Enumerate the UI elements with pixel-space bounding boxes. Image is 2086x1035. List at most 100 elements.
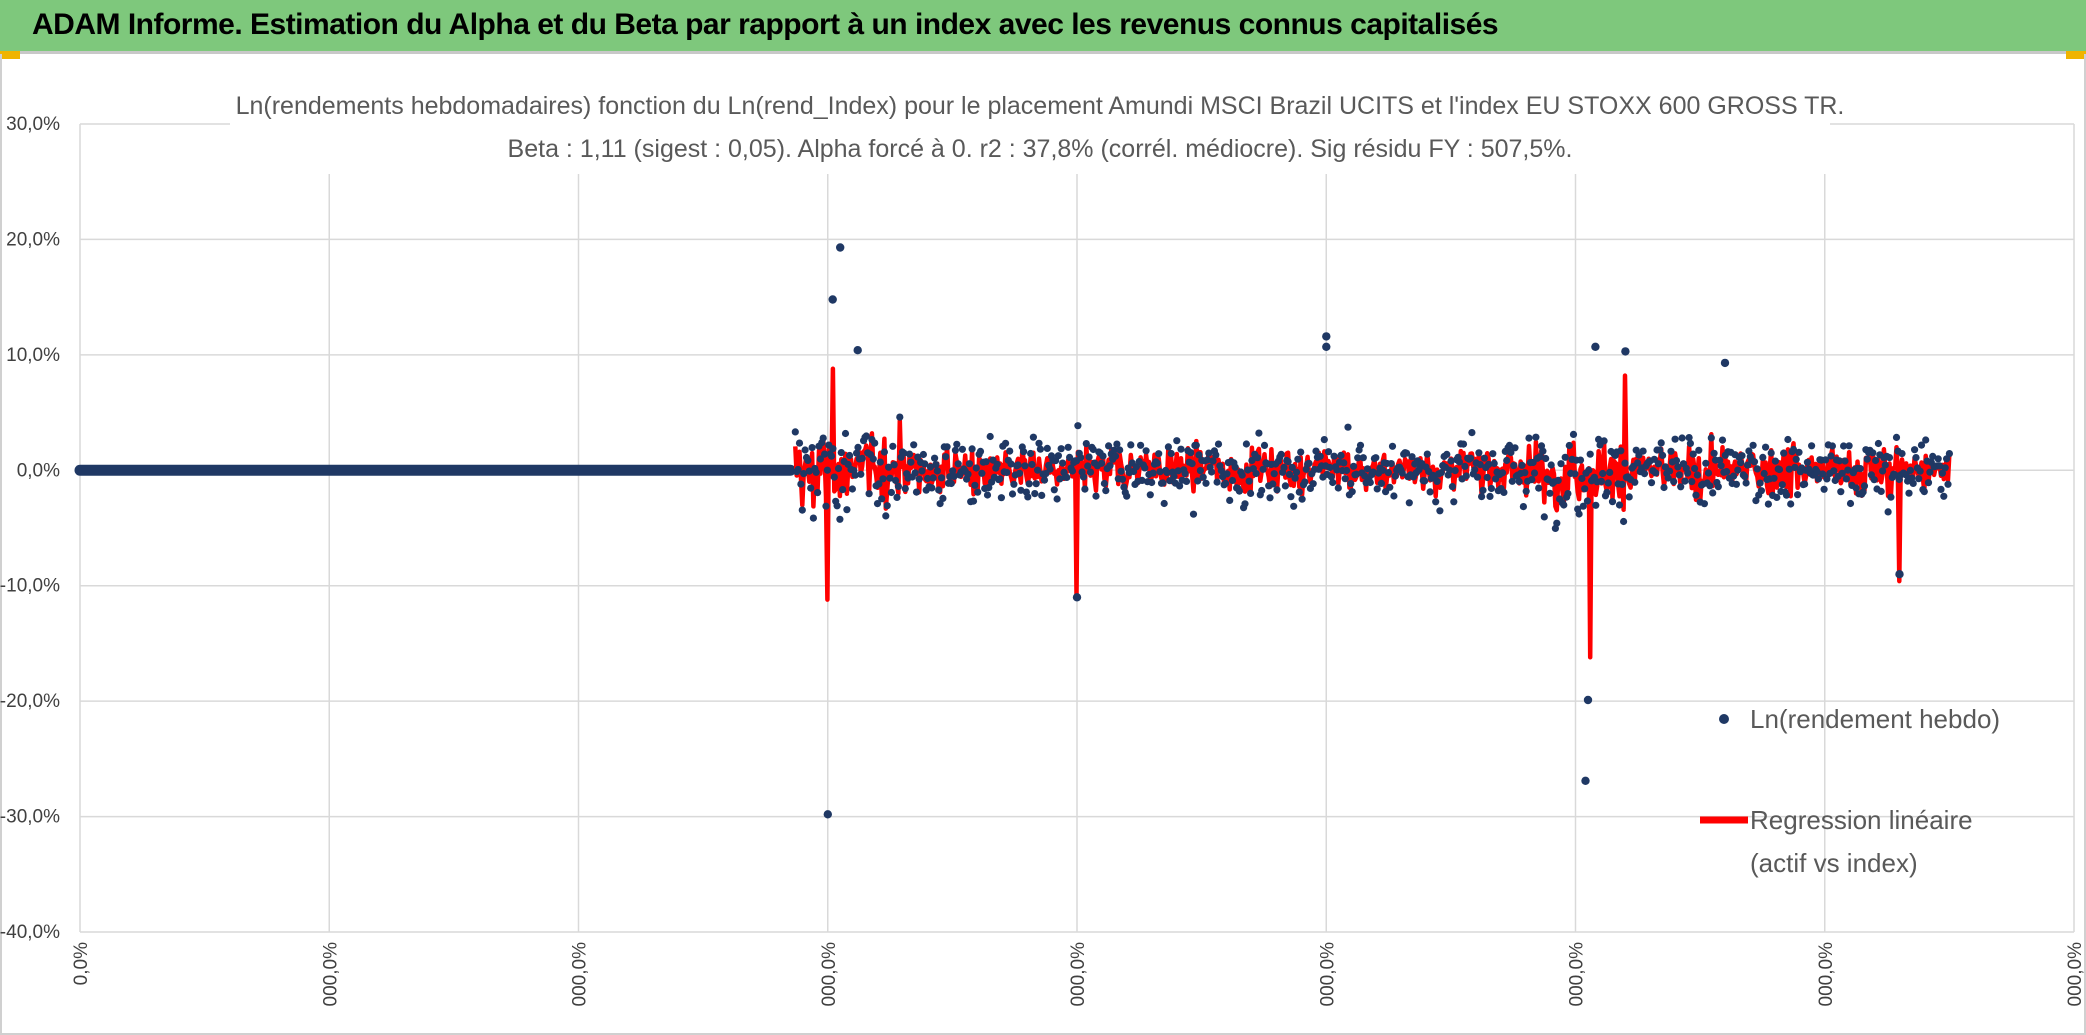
- scatter-point: [1795, 448, 1803, 456]
- scatter-point: [1281, 482, 1289, 490]
- scatter-point: [1565, 441, 1573, 450]
- scatter-point: [1291, 474, 1299, 482]
- scatter-point: [1459, 440, 1468, 448]
- scatter-point: [1189, 510, 1198, 518]
- scatter-point: [1235, 487, 1243, 495]
- scatter-point: [1730, 472, 1738, 480]
- scatter-point: [1437, 469, 1445, 477]
- corner-marker-left: [0, 51, 20, 59]
- scatter-point: [1285, 470, 1294, 478]
- scatter-point: [1468, 429, 1476, 437]
- scatter-point: [1341, 475, 1349, 483]
- scatter-point: [1146, 491, 1154, 499]
- scatter-point: [890, 461, 898, 469]
- x-tick-label: 000,0%: [320, 942, 341, 1007]
- y-tick-label: -40,0%: [0, 922, 60, 943]
- x-axis-ticks: 0,0% 000,0% 000,0% 000,0% 000,0% 000,0% 000,0%…: [71, 942, 2086, 1007]
- scatter-point: [1181, 469, 1189, 478]
- scatter-point: [1105, 442, 1113, 450]
- scatter-point: [1579, 502, 1587, 510]
- scatter-point: [821, 450, 829, 458]
- scatter-point: [1656, 446, 1664, 454]
- scatter-point: [1209, 457, 1217, 465]
- scatter-point: [1372, 454, 1380, 462]
- scatter-point: [1269, 480, 1277, 488]
- scatter-point: [1734, 466, 1742, 474]
- scatter-point: [1214, 440, 1223, 448]
- scatter-point: [912, 488, 921, 496]
- scatter-point: [1356, 441, 1365, 449]
- scatter-point: [1652, 469, 1660, 477]
- scatter-point: [1540, 513, 1548, 521]
- scatter-point: [1685, 434, 1693, 442]
- scatter-point: [1695, 446, 1703, 454]
- scatter-point: [880, 448, 889, 456]
- scatter-point: [1064, 443, 1072, 451]
- scatter-point: [969, 497, 978, 505]
- scatter-point: [1485, 460, 1493, 468]
- scatter-point: [1872, 456, 1880, 465]
- scatter-point: [1388, 442, 1397, 450]
- scatter-point: [1340, 459, 1348, 467]
- scatter-point: [1020, 448, 1028, 456]
- scatter-point: [829, 445, 837, 453]
- scatter-point: [1137, 441, 1145, 449]
- scatter-point: [1887, 493, 1895, 501]
- scatter-point: [794, 465, 802, 474]
- scatter-point: [1707, 434, 1715, 442]
- scatter-point: [893, 493, 901, 501]
- scatter-point: [1792, 455, 1800, 463]
- scatter-point: [1532, 433, 1540, 441]
- scatter-point: [886, 474, 894, 482]
- scatter-point: [1508, 477, 1516, 485]
- scatter-point: [1753, 465, 1761, 473]
- scatter-point: [1784, 435, 1792, 444]
- scatter-point: [1856, 465, 1864, 473]
- scatter-point: [1010, 480, 1018, 488]
- scatter-point: [805, 467, 813, 475]
- scatter-point: [1208, 468, 1216, 476]
- scatter-point: [1586, 450, 1594, 458]
- scatter-point: [1757, 487, 1765, 495]
- scatter-point: [1569, 430, 1578, 438]
- scatter-point: [1177, 445, 1185, 453]
- scatter-series: [791, 243, 1953, 819]
- scatter-point: [1344, 423, 1352, 431]
- scatter-point: [937, 474, 946, 482]
- scatter-point: [910, 441, 918, 449]
- scatter-point: [1603, 488, 1611, 496]
- scatter-point: [1148, 478, 1156, 487]
- scatter-point: [1448, 483, 1456, 491]
- scatter-point: [1704, 469, 1713, 477]
- scatter-point-outlier: [1621, 347, 1630, 356]
- scatter-point: [1258, 486, 1266, 495]
- scatter-point: [1270, 470, 1278, 478]
- scatter-point: [1738, 452, 1746, 460]
- scatter-point: [939, 494, 947, 502]
- scatter-point: [1741, 472, 1749, 480]
- scatter-point: [1476, 461, 1484, 469]
- scatter-point: [1618, 480, 1626, 488]
- scatter-point: [1487, 484, 1495, 493]
- scatter-point: [1079, 473, 1088, 481]
- scatter-point: [1664, 474, 1672, 482]
- scatter-point: [797, 480, 805, 488]
- scatter-point-outlier: [836, 243, 845, 252]
- scatter-point: [1043, 444, 1051, 452]
- scatter-point: [1054, 452, 1062, 460]
- scatter-point: [1677, 483, 1685, 491]
- scatter-point: [1288, 463, 1296, 471]
- scatter-point: [1007, 460, 1015, 468]
- scatter-point: [1252, 469, 1260, 478]
- scatter-point: [839, 486, 847, 494]
- scatter-point: [1778, 481, 1786, 489]
- scatter-point: [827, 452, 836, 460]
- scatter-point: [1242, 440, 1250, 448]
- scatter-point: [1760, 469, 1768, 478]
- scatter-point: [1006, 447, 1014, 455]
- scatter-point: [1182, 477, 1191, 485]
- scatter-point: [1106, 462, 1114, 470]
- scatter-point: [1937, 485, 1945, 493]
- scatter-point: [1432, 498, 1440, 506]
